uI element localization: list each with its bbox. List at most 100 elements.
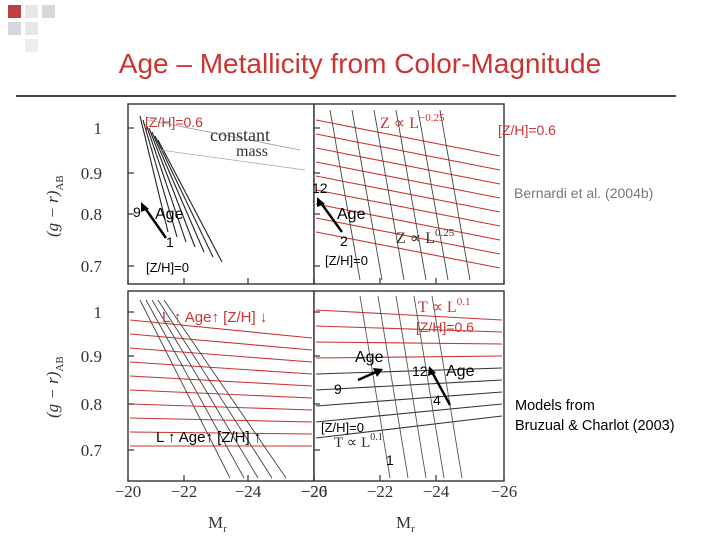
br-num-mid: 4 [433,392,441,408]
bl-model-track [129,375,313,387]
tl-zh-bottom: [Z/H]=0 [146,260,189,275]
y-tick-label: 0.8 [81,395,102,414]
y-tick-label: 0.9 [81,164,102,183]
tr-model-track [315,133,501,171]
tl-faint-track [159,149,306,171]
br-num-bottom: 1 [386,452,394,468]
tr-age-track [417,109,449,281]
bl-model-track [129,431,313,435]
x-axis-label-right: Mr [396,513,415,535]
tr-model-track [315,203,501,241]
bl-age-track [139,299,231,479]
tl-age-arrow [144,207,167,239]
tr-num-bottom: 2 [340,233,348,249]
slide-title: Age – Metallicity from Color-Magnitude [118,48,602,79]
x-label-right-text: M [396,513,411,532]
x-tick-label: −26 [301,482,328,501]
tr-model-track [315,147,501,185]
bl-top-text: L ↑ Age↑ [Z/H] ↓ [162,309,267,326]
tl-age-arrowhead [141,202,149,212]
tr-model-track [315,119,501,157]
y-label-top-sub: AB [54,175,66,190]
y-tick-label: 0.7 [81,441,103,460]
x-tick-label: −22 [367,482,394,501]
br-model-track [315,367,503,375]
br-model-track [315,403,503,423]
tl-model-track [157,139,223,263]
tr-model-track [315,231,501,269]
y-label-bottom-sub: AB [54,356,66,371]
citation: Bernardi et al. (2004b) [514,185,653,201]
x-tick-label: −22 [171,482,198,501]
br-age-label-a: Age [355,349,384,366]
tr-header-text: Z ∝ L [380,115,419,132]
deco-square-2 [25,5,38,18]
tl-faint-track [147,119,301,151]
tr-lower: Z ∝ L0.25 [396,227,455,247]
models-line-1: Models from [515,398,595,414]
deco-square-3 [42,5,55,18]
br-model-track [315,391,503,407]
br-model-track [315,355,503,359]
br-model-track [315,309,503,321]
br-model-track [315,325,503,333]
br-age-arrowhead-a [373,368,383,377]
br-model-track [315,341,503,345]
bl-age-track [163,299,287,479]
bl-bottom-text: L ↑ Age↑ [Z/H] ↑ [156,429,261,446]
tr-lower-text: Z ∝ L [396,230,435,247]
y-tick-label: 0.9 [81,347,102,366]
tl-zh-top: [Z/H]=0.6 [145,114,203,130]
x-axis-label-left: Mr [208,513,227,535]
br-header-exp: 0.1 [457,296,471,308]
br-model-track [315,415,503,439]
tl-model-track [139,115,169,233]
deco-square-5 [25,22,38,35]
bl-age-track [145,299,245,479]
br-lower: T ∝ L0.1 [334,432,383,451]
bl-model-track [129,417,313,423]
tl-num-bottom: 1 [166,234,174,250]
y-label-top-text: (g − r) [43,190,62,237]
br-age-track [395,295,427,479]
y-label-bottom-text: (g − r) [43,371,62,418]
bl-model-track [129,403,313,411]
x-label-left-text: M [208,513,223,532]
panel-frame-bottom-right [313,290,505,482]
tl-model-track [154,135,214,258]
tr-age-num: 12 [312,180,328,196]
tl-age-label: Age [155,206,184,223]
panel-frame-bottom-left [127,290,315,482]
tl-header-mass: mass [236,143,268,160]
br-header: T ∝ L0.1 [418,296,470,316]
tr-model-track [315,217,501,255]
tr-age-arrowhead [317,197,325,207]
deco-square-1 [8,5,21,18]
tr-zh-top: [Z/H]=0.6 [498,122,556,138]
tl-header-constant: constant [210,125,270,145]
y-tick-label: 1 [94,303,103,322]
y-tick-label: 0.8 [81,205,102,224]
bl-model-track [129,389,313,399]
bl-model-track [129,347,313,363]
tr-zh-bottom: [Z/H]=0 [325,253,368,268]
br-zh-top: [Z/H]=0.6 [416,319,474,335]
tr-age-track [351,109,383,281]
x-tick-label: −20 [301,482,328,501]
br-age-arrowhead-b [428,366,436,376]
x-label-right-sub: r [411,523,415,535]
title-rule [16,95,676,97]
x-tick-label: −24 [235,482,262,501]
br-zh-bottom: [Z/H]=0 [321,420,364,435]
tr-age-track [373,109,405,281]
tr-age-arrow [320,202,343,233]
deco-square-6 [25,39,38,52]
bl-model-track [129,333,313,351]
x-tick-label: −24 [423,482,450,501]
tr-lower-exp: 0.25 [435,227,455,239]
br-header-text: T ∝ L [418,299,457,316]
tl-model-track [142,119,178,238]
models-note: Models from Bruzual & Charlot (2003) [515,396,675,436]
tr-header: Z ∝ L−0.25 [380,112,445,132]
br-age-track [413,295,445,479]
